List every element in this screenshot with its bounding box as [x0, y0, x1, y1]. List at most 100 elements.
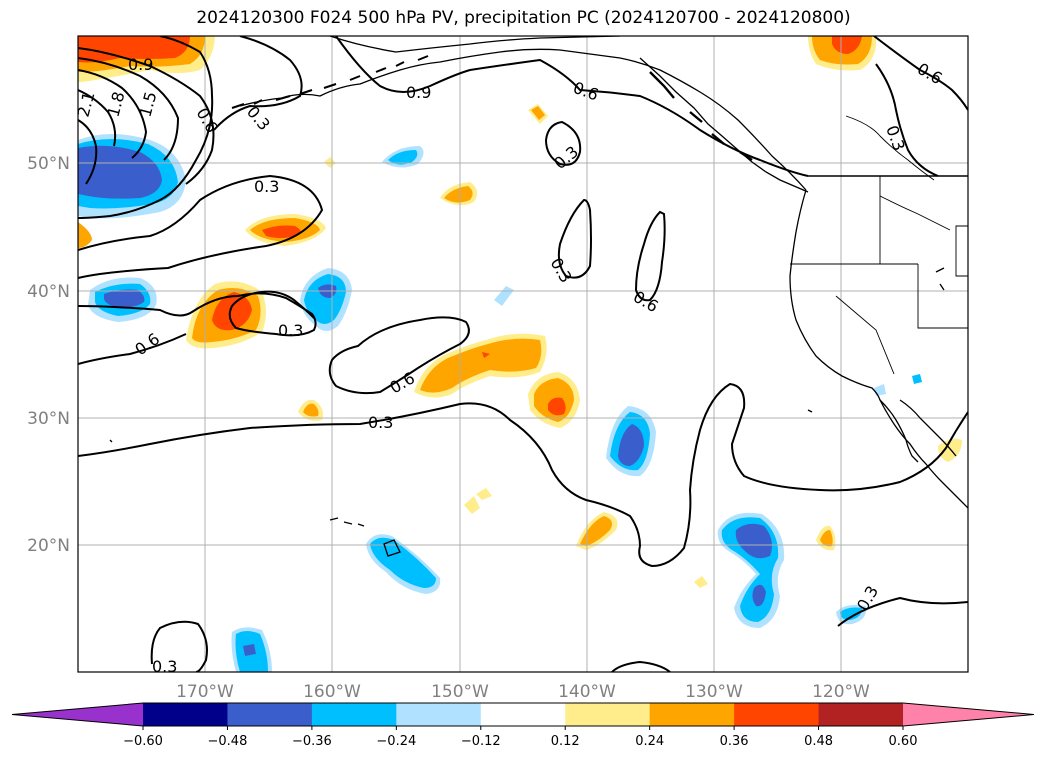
- pv-contour-line: [213, 36, 303, 131]
- colorbar-segment: [734, 703, 820, 726]
- us-west-coast: [789, 189, 968, 509]
- colorbar-segment: [649, 703, 735, 726]
- pv-contour-line: [78, 57, 180, 161]
- pv-contour-line: [78, 89, 117, 147]
- precip-negative-area: [78, 145, 162, 199]
- contour-label: 0.6: [571, 78, 601, 105]
- precip-positive-area: [444, 186, 473, 203]
- contour-label: 0.6: [131, 329, 163, 359]
- colorbar-segment: [565, 703, 651, 726]
- contour-label: 1.8: [104, 90, 129, 120]
- inland-lines: [845, 115, 951, 231]
- colorbar-tick-label: 0.12: [551, 734, 580, 749]
- colorbar-extend-low: [12, 703, 143, 726]
- pv-contour-line: [78, 333, 187, 365]
- precip-negative-area: [912, 374, 922, 384]
- precip-positive-area: [832, 36, 862, 54]
- precip-negative-area: [735, 523, 772, 559]
- coastlines: [109, 36, 968, 557]
- alaska-coast: [329, 36, 621, 53]
- precip-negative-area: [840, 607, 862, 620]
- contour-label: 0.3: [254, 177, 279, 196]
- latitude-label: 30°N: [27, 409, 70, 429]
- precip-positive-area: [820, 530, 833, 547]
- aleutian-islands: [231, 55, 429, 109]
- contour-label: 0.3: [278, 321, 303, 340]
- pv-contour-line: [78, 36, 214, 219]
- colorbar-segment: [311, 703, 397, 726]
- longitude-label: 160°W: [303, 682, 361, 702]
- contour-label: 0.3: [547, 255, 576, 287]
- alaska-coast: [239, 48, 807, 191]
- pv-contour-line: [873, 36, 968, 111]
- bc-coast: [639, 57, 809, 193]
- latitude-axis: 50°N 40°N 30°N 20°N: [27, 154, 70, 556]
- pv-contour-line: [335, 36, 809, 177]
- longitude-label: 170°W: [176, 682, 234, 702]
- pv-contour-line: [875, 63, 939, 177]
- precip-negative-area: [494, 286, 514, 306]
- precip-positive-area: [212, 292, 252, 331]
- map-panel: 0.9 2.1 1.8 1.5 0.6 0.3 0.9 0.6 0.6 0.3 …: [78, 36, 968, 676]
- contour-label: 0.6: [914, 59, 946, 88]
- baja-peninsula: [879, 399, 919, 463]
- colorbar-segment: [480, 703, 566, 726]
- precip-positive-area: [482, 352, 490, 358]
- precip-positive-area: [78, 36, 190, 63]
- pv-contour-line: [557, 198, 592, 279]
- colorbar-tick-label: 0.24: [635, 734, 664, 749]
- gulf-of-california: [899, 399, 957, 457]
- colorbar-tick-label: 0.36: [720, 734, 749, 749]
- pv-contours: [78, 36, 968, 672]
- pv-contour-line: [78, 119, 98, 185]
- pv-contour-line: [78, 69, 148, 159]
- colorbar: −0.60 −0.48 −0.36 −0.24 −0.12 0.12 0.24 0.36 0.4…: [11, 702, 1035, 749]
- precip-positive-area: [420, 338, 542, 393]
- contour-label: 0.3: [152, 657, 177, 676]
- pv-contour-line: [837, 596, 968, 627]
- pv-contour-line: [328, 316, 470, 395]
- state-borders: [790, 176, 968, 375]
- colorbar-tick-label: −0.48: [208, 734, 248, 749]
- latitude-label: 50°N: [27, 154, 70, 174]
- precip-positive-area: [303, 403, 319, 417]
- precip-positive-area: [464, 496, 480, 514]
- longitude-label: 140°W: [558, 682, 616, 702]
- precip-positive-area: [476, 488, 492, 500]
- contour-label: 0.9: [128, 55, 153, 74]
- precip-positive-area: [938, 438, 962, 462]
- colorbar-tick-label: −0.60: [123, 734, 163, 749]
- precip-positive-area: [78, 222, 92, 248]
- contour-label: 0.3: [882, 123, 909, 153]
- longitude-label: 130°W: [685, 682, 743, 702]
- colorbar-segment: [227, 703, 313, 726]
- pv-contour-line: [78, 290, 317, 337]
- precip-negative-area: [243, 644, 256, 656]
- longitude-label: 150°W: [431, 682, 489, 702]
- longitude-axis: 170°W 160°W 150°W 140°W 130°W 120°W: [176, 682, 870, 702]
- longitude-label: 120°W: [812, 682, 870, 702]
- precip-positive-area: [694, 576, 708, 588]
- colorbar-tick-label: −0.24: [376, 734, 416, 749]
- precip-negative-area: [104, 289, 145, 308]
- precip-negative-area: [752, 584, 766, 607]
- contour-label: 0.9: [406, 83, 431, 102]
- pv-contour-line: [544, 120, 582, 166]
- colorbar-tick-label: 0.48: [804, 734, 833, 749]
- pv-contour-line: [78, 47, 215, 185]
- contour-label: 0.3: [368, 413, 393, 432]
- precip-positive-area: [580, 516, 612, 546]
- colorbar-extend-high: [903, 703, 1034, 726]
- colorbar-segment: [143, 703, 228, 726]
- precip-negative-area: [618, 424, 644, 466]
- pv-contour-line: [611, 660, 671, 672]
- precip-positive-area: [531, 106, 545, 120]
- pv-contour-line: [78, 174, 324, 279]
- pv-contour-line: [78, 382, 968, 568]
- colorbar-tick-label: −0.36: [292, 734, 332, 749]
- contour-label: 0.6: [193, 105, 222, 137]
- latitude-label: 40°N: [27, 282, 70, 302]
- contour-label: 1.5: [136, 90, 161, 120]
- colorbar-tick-label: 0.60: [889, 734, 918, 749]
